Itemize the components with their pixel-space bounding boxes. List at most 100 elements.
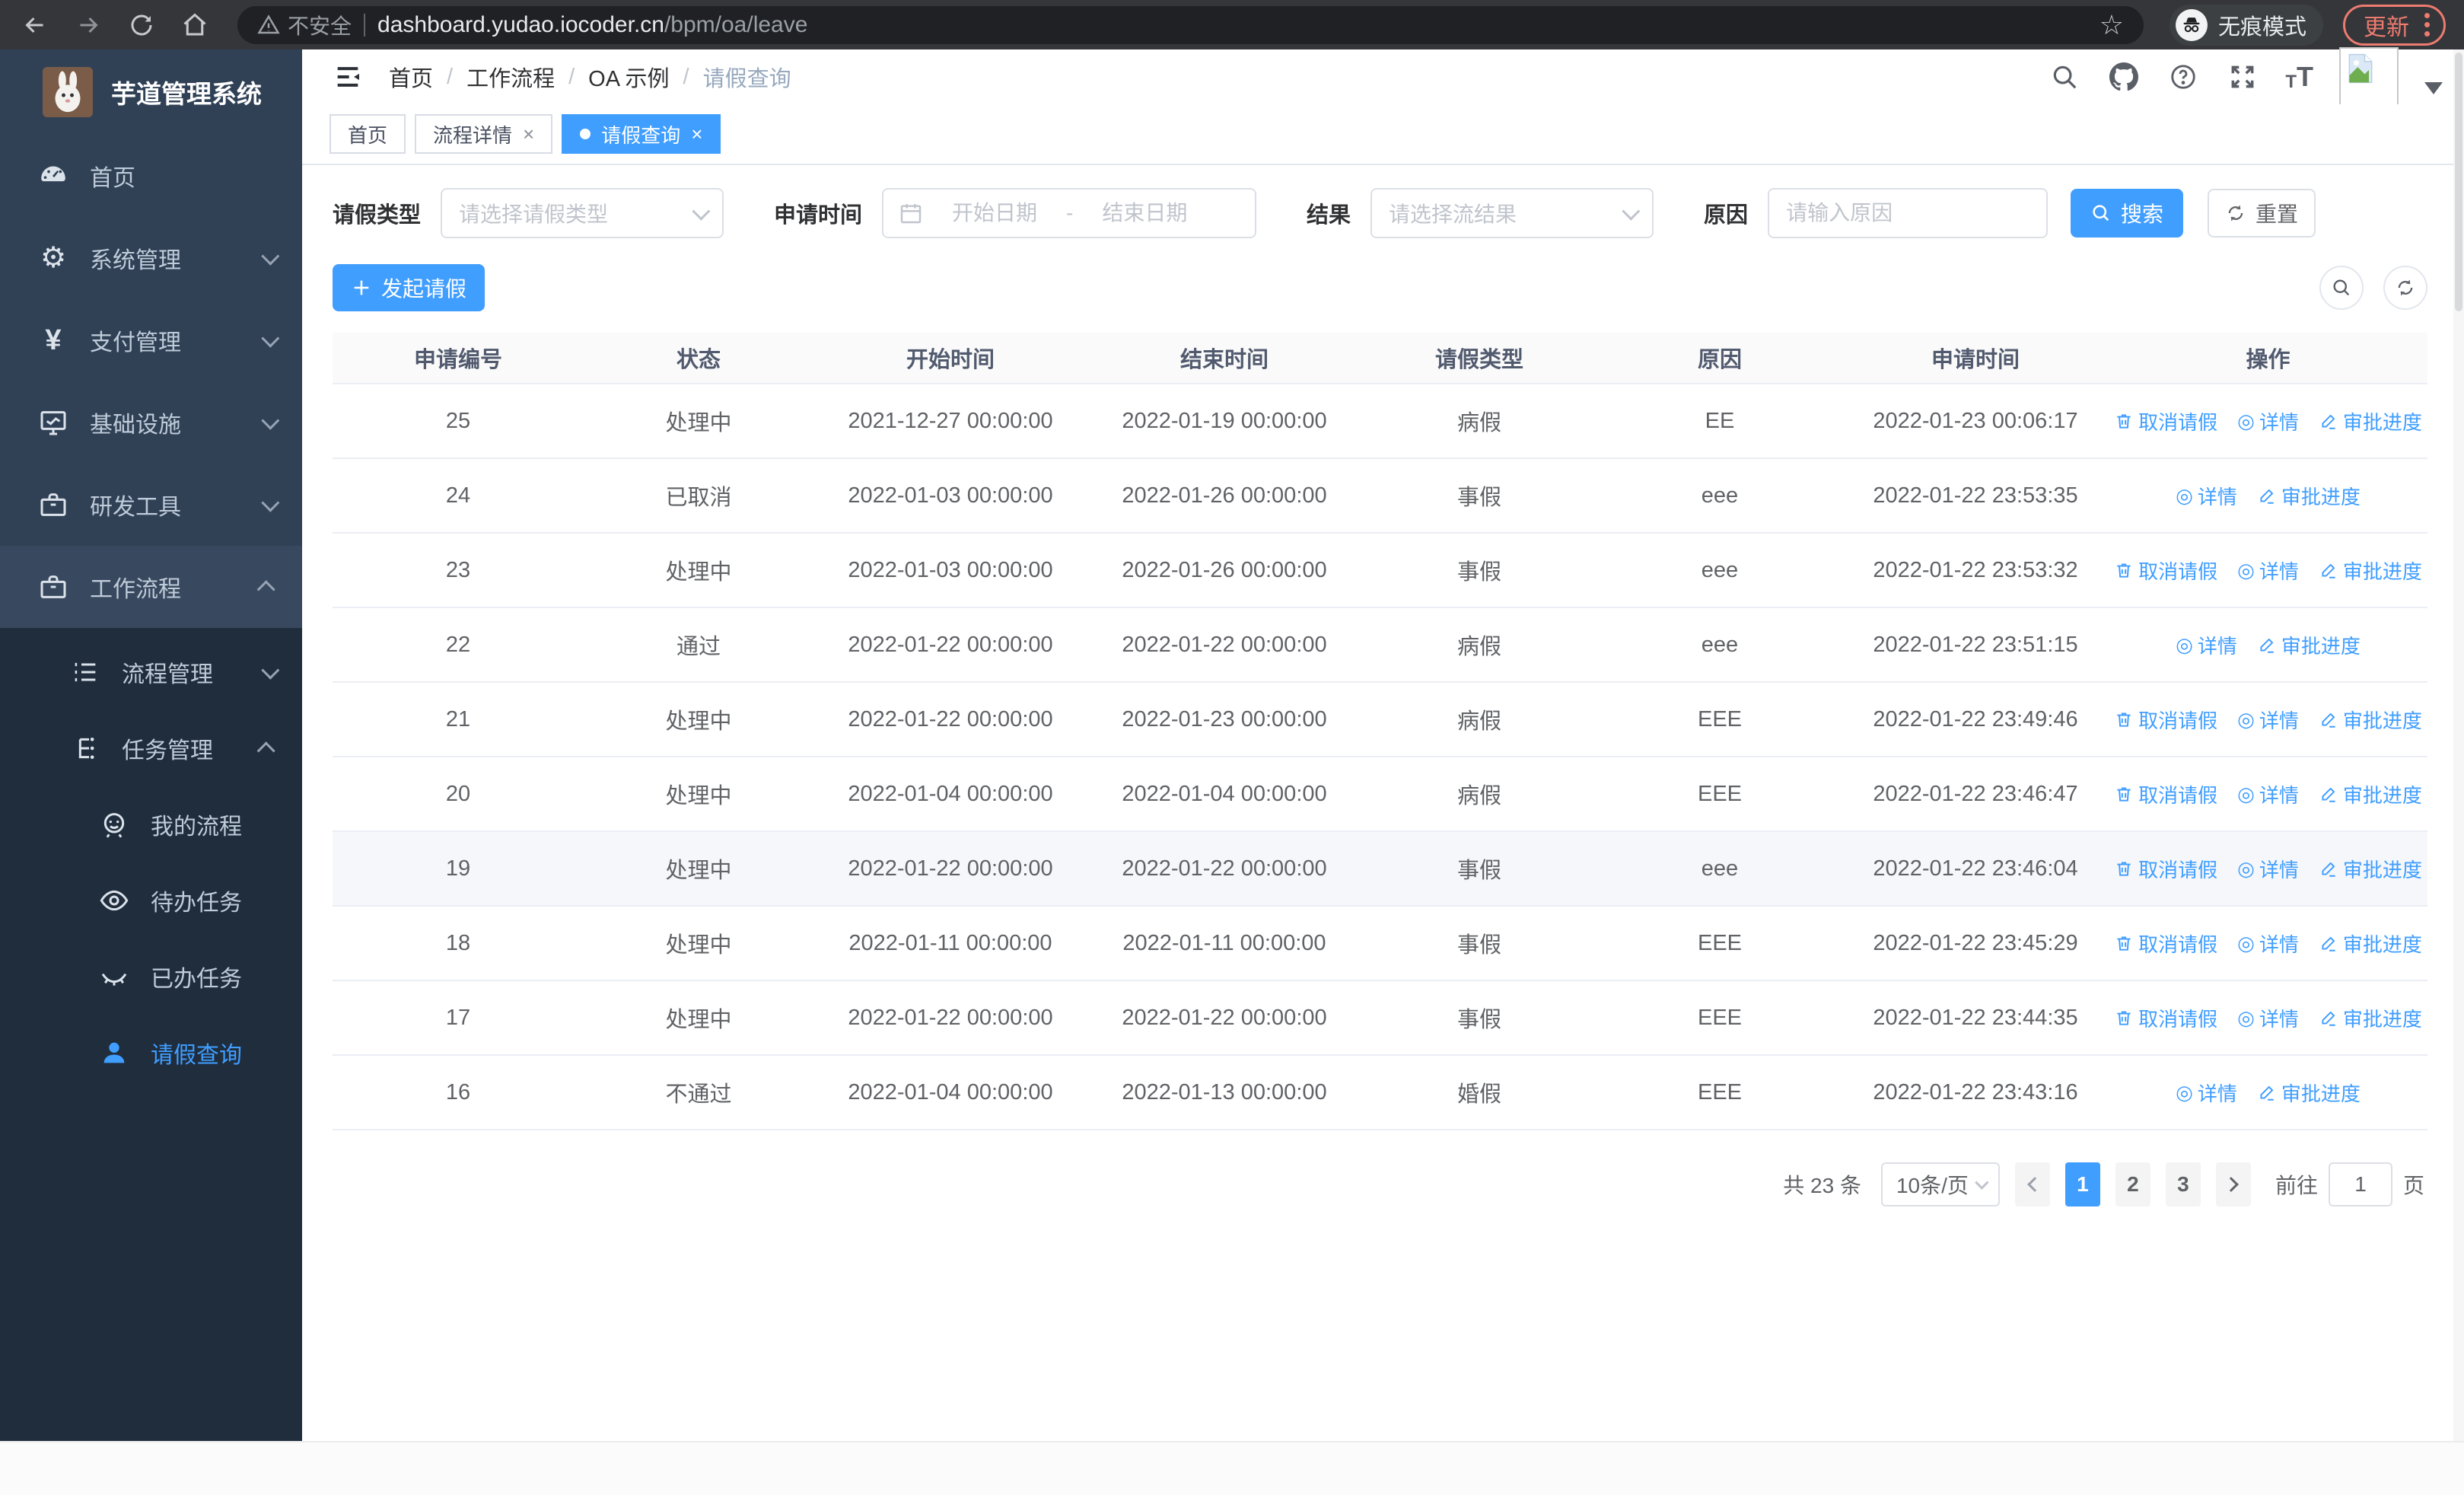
cancel-leave-link[interactable]: 取消请假 — [2114, 706, 2217, 734]
show-search-button[interactable] — [2319, 266, 2364, 310]
browser-menu-icon[interactable] — [2424, 13, 2430, 37]
prev-page-button[interactable] — [2014, 1162, 2050, 1207]
sidebar-item-home[interactable]: 首页 — [0, 135, 302, 217]
browser-forward-icon[interactable] — [72, 8, 105, 42]
approval-progress-link[interactable]: 审批进度 — [2319, 855, 2422, 883]
page-size-select[interactable]: 10条/页 — [1880, 1162, 2000, 1207]
page-button-1[interactable]: 1 — [2064, 1162, 2100, 1207]
chevron-down-icon — [261, 329, 280, 348]
next-page-button[interactable] — [2215, 1162, 2251, 1207]
detail-link[interactable]: ◎ 详情 — [2237, 780, 2299, 808]
close-icon[interactable]: × — [523, 122, 535, 145]
vertical-scrollbar[interactable] — [2453, 49, 2464, 1441]
cancel-leave-link[interactable]: 取消请假 — [2114, 780, 2217, 808]
total-count: 共 23 条 — [1783, 1174, 1861, 1197]
detail-link[interactable]: ◎ 详情 — [2176, 1079, 2237, 1107]
cancel-leave-link[interactable]: 取消请假 — [2114, 1004, 2217, 1032]
detail-link[interactable]: ◎ 详情 — [2237, 1004, 2299, 1032]
breadcrumb-workflow[interactable]: 工作流程 — [466, 67, 556, 91]
leave-type-select[interactable]: 请选择请假类型 — [441, 188, 724, 238]
detail-link[interactable]: ◎ 详情 — [2237, 855, 2299, 883]
sidebar-item-my-process[interactable]: 我的流程 — [0, 786, 302, 862]
close-icon[interactable]: × — [691, 122, 703, 145]
address-bar[interactable]: 不安全 dashboard.yudao.iocoder.cn/bpm/oa/le… — [237, 5, 2144, 44]
cell-id: 16 — [445, 1079, 471, 1105]
detail-link[interactable]: ◎ 详情 — [2176, 631, 2237, 659]
browser-update-button[interactable]: 更新 — [2343, 4, 2446, 46]
approval-progress-link[interactable]: 审批进度 — [2319, 780, 2422, 808]
reason-label: 原因 — [1704, 203, 1749, 228]
tab-home[interactable]: 首页 — [329, 114, 406, 154]
tab-process-detail[interactable]: 流程详情 × — [415, 114, 553, 154]
sidebar-item-done-tasks[interactable]: 已办任务 — [0, 939, 302, 1015]
not-secure-badge[interactable]: 不安全 — [257, 10, 352, 40]
breadcrumb-oa-example[interactable]: OA 示例 — [588, 67, 670, 91]
sidebar-collapse-icon[interactable] — [329, 59, 366, 95]
app-logo[interactable]: 芋道管理系统 — [0, 49, 302, 135]
browser-back-icon[interactable] — [18, 8, 52, 42]
fullscreen-icon[interactable] — [2226, 60, 2259, 94]
page-button-3[interactable]: 3 — [2165, 1162, 2201, 1207]
table-row: 20 处理中 2022-01-04 00:00:00 2022-01-04 00… — [333, 757, 2427, 832]
trash-icon — [2117, 787, 2131, 802]
scrollbar-thumb[interactable] — [2455, 53, 2462, 311]
cell-leave-type: 事假 — [1456, 933, 1501, 958]
sidebar-item-infra[interactable]: 基础设施 — [0, 381, 302, 464]
github-icon[interactable] — [2107, 60, 2141, 94]
reason-input[interactable] — [1786, 201, 2030, 225]
sidebar-item-pay[interactable]: ¥ 支付管理 — [0, 299, 302, 381]
apply-time-range-picker[interactable]: - — [882, 188, 1257, 238]
goto-page-input[interactable] — [2328, 1162, 2392, 1207]
approval-progress-link[interactable]: 审批进度 — [2319, 929, 2422, 958]
search-button[interactable]: 搜索 — [2071, 189, 2184, 237]
detail-link[interactable]: ◎ 详情 — [2237, 407, 2299, 435]
bookmark-star-icon[interactable]: ☆ — [2099, 8, 2124, 40]
search-icon[interactable] — [2048, 60, 2081, 94]
tab-leave-query[interactable]: 请假查询 × — [562, 114, 721, 154]
sidebar-item-system[interactable]: ⚙ 系统管理 — [0, 217, 302, 299]
detail-link[interactable]: ◎ 详情 — [2176, 482, 2237, 510]
sidebar-item-dev[interactable]: 研发工具 — [0, 464, 302, 546]
start-date-input[interactable] — [934, 201, 1056, 225]
approval-progress-link[interactable]: 审批进度 — [2257, 631, 2361, 659]
cell-end-time: 2022-01-26 00:00:00 — [1122, 483, 1327, 508]
sidebar-item-leave-query[interactable]: 请假查询 — [0, 1015, 302, 1091]
approval-progress-label: 审批进度 — [2281, 1082, 2361, 1105]
browser-home-icon[interactable] — [178, 8, 212, 42]
approval-progress-link[interactable]: 审批进度 — [2319, 407, 2422, 435]
sidebar-item-task-mgmt[interactable]: 任务管理 — [0, 710, 302, 786]
page-button-2[interactable]: 2 — [2115, 1162, 2150, 1207]
search-icon — [2333, 279, 2350, 296]
create-leave-button[interactable]: 发起请假 — [333, 264, 485, 311]
sidebar-item-process-mgmt[interactable]: 流程管理 — [0, 634, 302, 710]
help-icon[interactable] — [2166, 60, 2200, 94]
cancel-leave-link[interactable]: 取消请假 — [2114, 407, 2217, 435]
sidebar-item-workflow[interactable]: 工作流程 — [0, 546, 302, 628]
avatar[interactable] — [2339, 47, 2399, 107]
horizontal-scrollbar[interactable] — [0, 1441, 2464, 1495]
sidebar-item-todo-tasks[interactable]: 待办任务 — [0, 862, 302, 939]
cell-id: 23 — [445, 557, 471, 582]
approval-progress-link[interactable]: 审批进度 — [2319, 556, 2422, 585]
cell-start-time: 2022-01-04 00:00:00 — [848, 781, 1053, 806]
browser-reload-icon[interactable] — [125, 8, 158, 42]
detail-link[interactable]: ◎ 详情 — [2237, 556, 2299, 585]
detail-link[interactable]: ◎ 详情 — [2237, 929, 2299, 958]
avatar-dropdown-caret[interactable] — [2424, 82, 2443, 94]
approval-progress-link[interactable]: 审批进度 — [2257, 482, 2361, 510]
approval-progress-link[interactable]: 审批进度 — [2319, 706, 2422, 734]
reset-button[interactable]: 重置 — [2208, 189, 2316, 237]
cancel-leave-label: 取消请假 — [2138, 559, 2218, 583]
approval-progress-link[interactable]: 审批进度 — [2319, 1004, 2422, 1032]
cancel-leave-link[interactable]: 取消请假 — [2114, 929, 2217, 958]
approval-progress-link[interactable]: 审批进度 — [2257, 1079, 2361, 1107]
breadcrumb-home[interactable]: 首页 — [389, 67, 434, 91]
refresh-table-button[interactable] — [2383, 266, 2427, 310]
cancel-leave-link[interactable]: 取消请假 — [2114, 855, 2217, 883]
cancel-leave-link[interactable]: 取消请假 — [2114, 556, 2217, 585]
result-select[interactable]: 请选择流结果 — [1370, 188, 1654, 238]
detail-link[interactable]: ◎ 详情 — [2237, 706, 2299, 734]
end-date-input[interactable] — [1084, 201, 1206, 225]
chevron-down-icon — [261, 411, 280, 430]
